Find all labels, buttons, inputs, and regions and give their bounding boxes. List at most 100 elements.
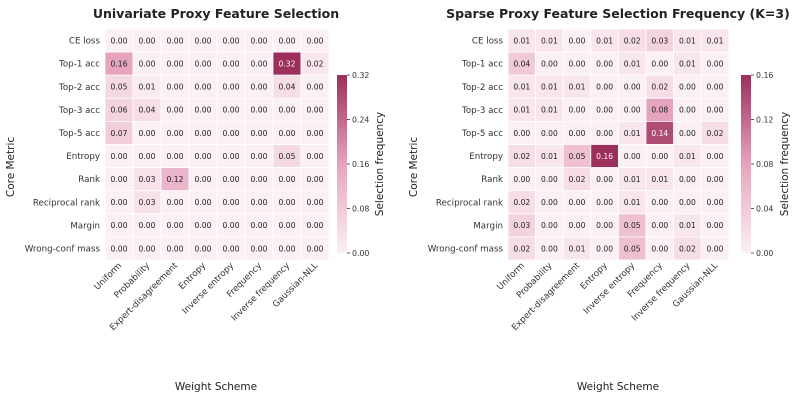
cell-value-label: 0.01 — [679, 59, 696, 68]
cell-value-label: 0.00 — [307, 244, 324, 253]
cell-value-label: 0.00 — [223, 83, 240, 92]
y-tick-label: Top-3 acc — [461, 106, 503, 116]
cell-value-label: 0.00 — [167, 36, 184, 45]
heatmap-panel-sparse: Sparse Proxy Feature Selection Frequency… — [408, 6, 791, 393]
cell-value-label: 0.00 — [279, 175, 296, 184]
cell-value-label: 0.00 — [624, 106, 641, 115]
cell-value-label: 0.00 — [307, 152, 324, 161]
cell-value-label: 0.00 — [223, 198, 240, 207]
colorbar-tick-label: 0.24 — [352, 116, 369, 125]
cell-value-label: 0.01 — [651, 175, 668, 184]
colorbar-tick-label: 0.08 — [352, 205, 369, 214]
cell-value-label: 0.00 — [596, 83, 613, 92]
y-tick-label: Margin — [473, 221, 503, 231]
colorbar-tick-label: 0.16 — [756, 71, 773, 80]
cell-value-label: 0.02 — [513, 152, 530, 161]
cell-value-label: 0.01 — [679, 152, 696, 161]
cell-value-label: 0.00 — [223, 36, 240, 45]
cell-value-label: 0.00 — [167, 59, 184, 68]
cell-value-label: 0.00 — [596, 221, 613, 230]
heatmap-cell — [700, 236, 730, 261]
cell-value-label: 0.00 — [569, 129, 586, 138]
y-tick-label: Entropy — [66, 152, 100, 162]
cell-value-label: 0.00 — [541, 59, 558, 68]
colorbar-tick-label: 0.32 — [352, 71, 369, 80]
cell-value-label: 0.00 — [251, 129, 268, 138]
chart-title-univariate: Univariate Proxy Feature Selection — [93, 6, 339, 21]
cell-value-label: 0.00 — [307, 221, 324, 230]
cell-value-label: 0.00 — [195, 152, 212, 161]
heatmap-panel-univariate: Univariate Proxy Feature Selection 0.00 0… — [5, 6, 386, 393]
cell-value-label: 0.01 — [596, 36, 613, 45]
cell-value-label: 0.00 — [111, 175, 128, 184]
cell-value-label: 0.00 — [307, 129, 324, 138]
cell-value-label: 0.01 — [569, 244, 586, 253]
cell-value-label: 0.05 — [279, 152, 296, 161]
y-tick-label: Entropy — [469, 152, 503, 162]
y-tick-label: Top-1 acc — [461, 60, 503, 70]
cell-value-label: 0.00 — [195, 221, 212, 230]
cell-value-label: 0.00 — [541, 221, 558, 230]
y-tick-label: CE loss — [69, 37, 101, 47]
cell-value-label: 0.00 — [223, 129, 240, 138]
cell-value-label: 0.00 — [679, 129, 696, 138]
y-tick-label: CE loss — [472, 37, 504, 47]
cell-value-label: 0.00 — [195, 175, 212, 184]
cell-value-label: 0.00 — [513, 129, 530, 138]
cell-value-label: 0.00 — [596, 106, 613, 115]
cell-value-label: 0.00 — [707, 221, 724, 230]
cell-value-label: 0.00 — [251, 106, 268, 115]
cell-value-label: 0.00 — [111, 221, 128, 230]
y-tick-label: Reciprocal rank — [33, 198, 100, 208]
y-tick-label: Margin — [70, 221, 100, 231]
cell-value-label: 0.00 — [251, 83, 268, 92]
cell-value-label: 0.00 — [307, 175, 324, 184]
cell-value-label: 0.00 — [679, 83, 696, 92]
cell-value-label: 0.01 — [139, 83, 156, 92]
cell-value-label: 0.00 — [624, 152, 641, 161]
cell-value-label: 0.12 — [167, 175, 184, 184]
cell-value-label: 0.00 — [596, 129, 613, 138]
cell-value-label: 0.00 — [167, 198, 184, 207]
cell-value-label: 0.00 — [707, 106, 724, 115]
cell-value-label: 0.00 — [596, 198, 613, 207]
cell-value-label: 0.00 — [569, 198, 586, 207]
colorbar-tick-label: 0.00 — [352, 249, 369, 258]
cell-value-label: 0.00 — [251, 36, 268, 45]
cell-value-label: 0.00 — [251, 59, 268, 68]
cell-value-label: 0.00 — [223, 59, 240, 68]
cell-value-label: 0.00 — [624, 83, 641, 92]
cell-value-label: 0.00 — [651, 221, 668, 230]
cell-value-label: 0.01 — [541, 152, 558, 161]
cell-value-label: 0.05 — [569, 152, 586, 161]
cell-value-label: 0.03 — [139, 198, 156, 207]
cell-value-label: 0.00 — [223, 106, 240, 115]
cell-value-label: 0.00 — [569, 36, 586, 45]
cell-value-label: 0.05 — [111, 83, 128, 92]
x-axis-label-sparse: Weight Scheme — [577, 381, 659, 393]
cell-value-label: 0.00 — [596, 59, 613, 68]
x-tick-labels-sparse: UniformProbabilityExpert-disagreementEnt… — [495, 261, 720, 333]
cell-value-label: 0.02 — [707, 129, 724, 138]
cell-value-label: 0.00 — [139, 221, 156, 230]
y-tick-label: Wrong-conf mass — [25, 244, 101, 254]
x-axis-label-univariate: Weight Scheme — [175, 381, 257, 393]
y-tick-label: Top-1 acc — [58, 60, 100, 70]
cell-value-label: 0.04 — [139, 106, 156, 115]
cell-value-label: 0.00 — [596, 175, 613, 184]
y-tick-labels-univariate: CE loss Top-1 acc Top-2 acc Top-3 acc Top-5 … — [25, 37, 101, 255]
cell-value-label: 0.00 — [279, 129, 296, 138]
cell-value-label: 0.07 — [111, 129, 128, 138]
y-tick-label: Top-2 acc — [461, 83, 503, 93]
cell-value-label: 0.08 — [651, 106, 668, 115]
cell-value-label: 0.00 — [111, 36, 128, 45]
cell-value-label: 0.14 — [651, 129, 668, 138]
cell-value-label: 0.01 — [624, 175, 641, 184]
cell-value-label: 0.00 — [195, 198, 212, 207]
cell-value-label: 0.01 — [541, 106, 558, 115]
cell-value-label: 0.00 — [569, 59, 586, 68]
colorbar-univariate: 0.00 0.08 0.16 0.24 0.32 — [337, 71, 369, 258]
cell-value-label: 0.00 — [195, 59, 212, 68]
cell-value-label: 0.00 — [651, 244, 668, 253]
cell-value-label: 0.03 — [651, 36, 668, 45]
